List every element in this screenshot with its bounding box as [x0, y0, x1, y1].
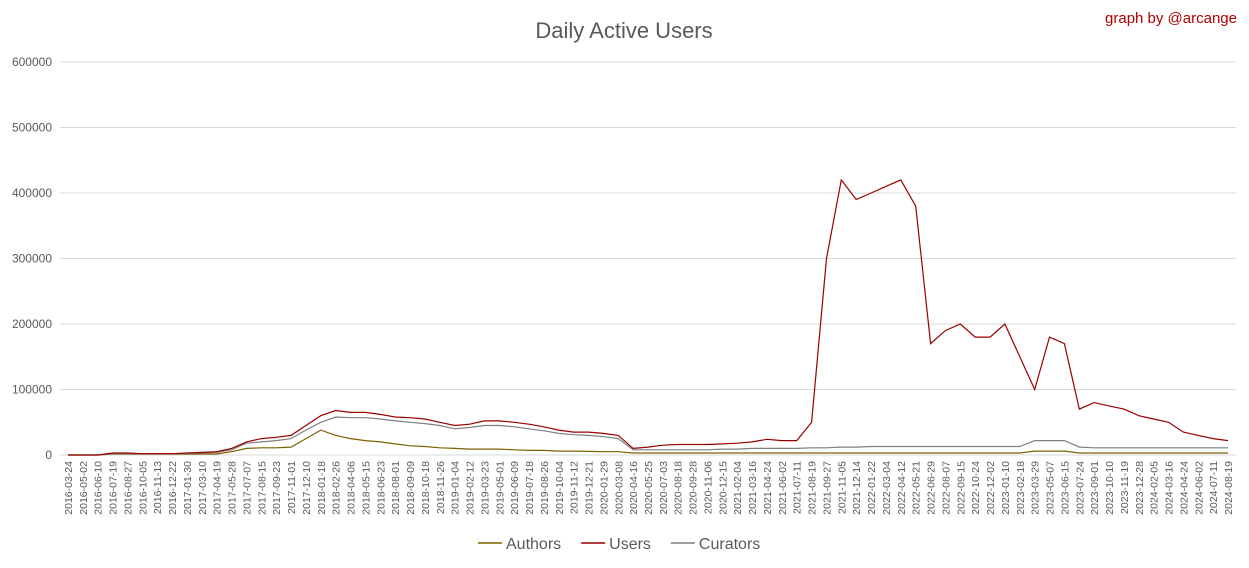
- series-line: [68, 416, 1228, 456]
- x-tick-label: 2017-05-28: [227, 461, 239, 515]
- x-tick-label: 2016-12-22: [167, 461, 179, 515]
- x-tick-label: 2024-06-02: [1193, 461, 1205, 515]
- x-tick-label: 2019-02-12: [465, 461, 477, 515]
- x-tick-label: 2022-06-29: [926, 461, 938, 515]
- x-tick-label: 2024-04-24: [1178, 461, 1190, 515]
- x-tick-label: 2017-01-30: [182, 461, 194, 515]
- x-tick-label: 2018-08-01: [390, 461, 402, 515]
- x-tick-label: 2022-01-22: [866, 461, 878, 515]
- x-tick-label: 2020-11-06: [702, 461, 714, 514]
- series-line: [68, 429, 1228, 456]
- x-tick-label: 2019-01-04: [450, 461, 462, 515]
- x-tick-label: 2016-10-05: [137, 461, 149, 515]
- x-tick-label: 2021-08-19: [807, 461, 819, 515]
- x-tick-label: 2020-12-15: [717, 461, 729, 515]
- x-tick-label: 2022-03-04: [881, 461, 893, 515]
- x-tick-label: 2022-05-21: [911, 461, 923, 515]
- credit: graph by @arcange: [1105, 10, 1237, 27]
- x-tick-label: 2020-03-08: [613, 461, 625, 515]
- x-tick-label: 2019-07-18: [524, 461, 536, 515]
- x-tick-label: 2022-12-02: [985, 461, 997, 515]
- x-tick-label: 2020-09-28: [688, 461, 700, 515]
- x-tick-label: 2019-06-09: [509, 461, 521, 515]
- series-line: [68, 178, 1229, 456]
- legend-label: Authors: [506, 536, 561, 553]
- x-tick-label: 2016-11-13: [152, 461, 164, 514]
- x-tick-label: 2017-04-19: [212, 461, 224, 515]
- y-tick-label: 100000: [12, 383, 52, 397]
- x-tick-label: 2016-06-10: [93, 461, 105, 515]
- y-tick-label: 0: [45, 448, 52, 462]
- x-tick-label: 2021-09-27: [821, 461, 833, 515]
- x-tick-label: 2020-01-29: [598, 461, 610, 515]
- x-tick-label: 2020-04-16: [628, 461, 640, 515]
- x-tick-label: 2019-11-12: [569, 461, 581, 514]
- chart-title: Daily Active Users: [535, 18, 712, 43]
- x-tick-label: 2018-10-18: [420, 461, 432, 515]
- x-tick-label: 2023-10-10: [1104, 461, 1116, 515]
- x-tick-label: 2016-08-27: [122, 461, 134, 515]
- x-tick-label: 2021-06-02: [777, 461, 789, 515]
- x-tick-label: 2016-07-19: [108, 461, 120, 515]
- x-tick-label: 2018-01-18: [316, 461, 328, 515]
- x-tick-label: 2017-03-10: [197, 461, 209, 515]
- x-tick-label: 2022-10-24: [970, 461, 982, 515]
- x-tick-label: 2016-03-24: [63, 461, 75, 515]
- x-tick-label: 2023-03-29: [1030, 461, 1042, 515]
- x-tick-label: 2021-03-16: [747, 461, 759, 515]
- x-tick-label: 2022-04-12: [896, 461, 908, 515]
- x-tick-label: 2023-02-18: [1015, 461, 1027, 515]
- x-tick-label: 2017-07-07: [241, 461, 253, 515]
- x-tick-label: 2024-07-11: [1208, 461, 1220, 514]
- x-tick-label: 2022-08-07: [940, 461, 952, 515]
- x-tick-label: 2023-01-10: [1000, 461, 1012, 515]
- y-tick-label: 500000: [12, 121, 52, 135]
- x-tick-label: 2021-04-24: [762, 461, 774, 515]
- x-tick-label: 2023-09-01: [1089, 461, 1101, 515]
- x-tick-label: 2018-04-06: [346, 461, 358, 515]
- x-tick-label: 2024-08-19: [1223, 461, 1235, 515]
- x-tick-label: 2023-12-28: [1134, 461, 1146, 515]
- x-tick-label: 2018-11-26: [435, 461, 447, 514]
- x-tick-label: 2019-12-21: [584, 461, 596, 515]
- x-tick-label: 2018-05-15: [360, 461, 372, 515]
- x-tick-label: 2021-02-04: [732, 461, 744, 515]
- y-tick-label: 200000: [12, 317, 52, 331]
- legend-label: Curators: [699, 536, 760, 553]
- x-tick-label: 2020-05-25: [643, 461, 655, 515]
- x-tick-label: 2021-11-05: [836, 461, 848, 514]
- x-tick-label: 2017-09-23: [271, 461, 283, 515]
- x-tick-label: 2021-07-11: [792, 461, 804, 514]
- y-tick-label: 300000: [12, 252, 52, 266]
- x-tick-label: 2018-02-26: [331, 461, 343, 515]
- x-tick-label: 2023-05-07: [1045, 461, 1057, 515]
- x-tick-label: 2020-08-18: [673, 461, 685, 515]
- x-tick-label: 2018-09-09: [405, 461, 417, 515]
- x-tick-label: 2022-09-15: [955, 461, 967, 515]
- x-tick-label: 2023-07-24: [1074, 461, 1086, 515]
- x-tick-label: 2017-12-10: [301, 461, 313, 515]
- legend-label: Users: [609, 536, 651, 553]
- x-tick-label: 2023-06-15: [1059, 461, 1071, 515]
- x-tick-label: 2017-11-01: [286, 461, 298, 514]
- x-tick-label: 2021-12-14: [851, 461, 863, 515]
- x-tick-label: 2024-02-05: [1149, 461, 1161, 515]
- x-tick-label: 2017-08-15: [256, 461, 268, 515]
- y-tick-label: 400000: [12, 186, 52, 200]
- x-tick-label: 2018-06-23: [375, 461, 387, 515]
- y-tick-label: 600000: [12, 55, 52, 69]
- x-tick-label: 2020-07-03: [658, 461, 670, 515]
- x-tick-label: 2016-05-02: [78, 461, 90, 515]
- x-tick-label: 2024-03-16: [1164, 461, 1176, 515]
- x-tick-label: 2019-10-04: [554, 461, 566, 515]
- x-tick-label: 2023-11-19: [1119, 461, 1131, 514]
- x-tick-label: 2019-08-26: [539, 461, 551, 515]
- x-tick-label: 2019-05-01: [494, 461, 506, 515]
- x-tick-label: 2019-03-23: [479, 461, 491, 515]
